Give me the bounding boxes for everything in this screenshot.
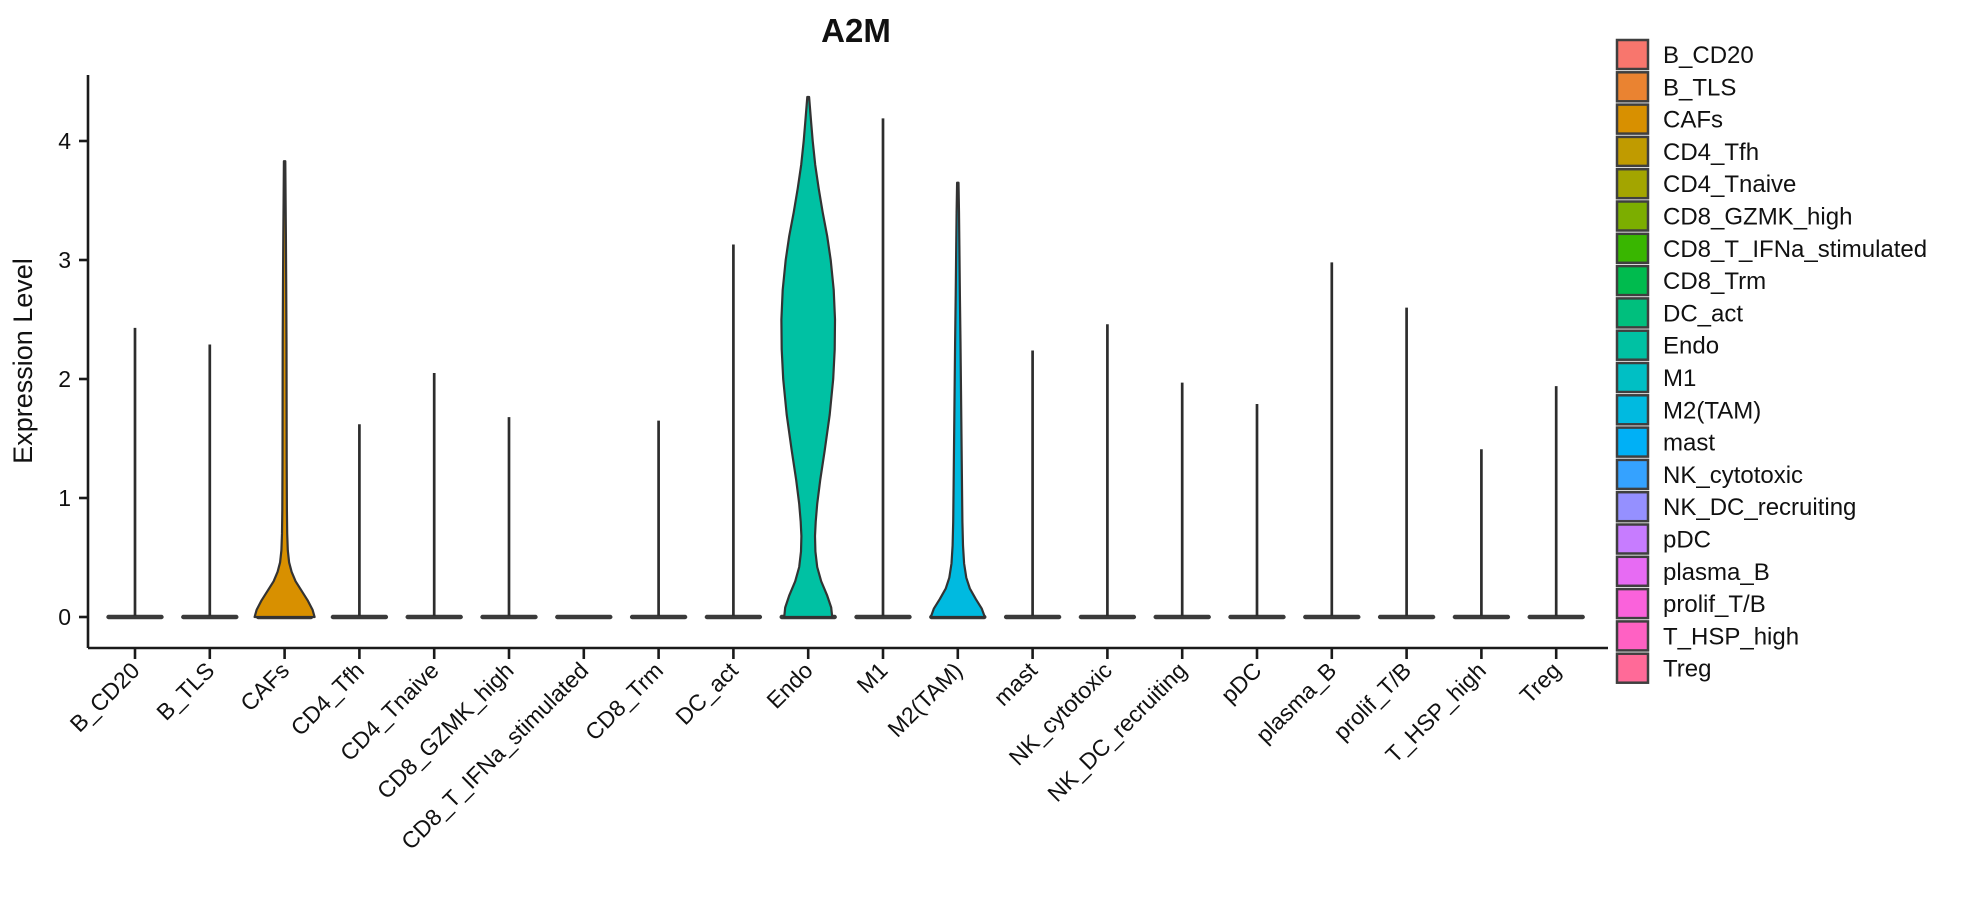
legend-swatch xyxy=(1615,264,1650,297)
x-tick-label: CAFs xyxy=(235,657,294,716)
legend-item: CAFs xyxy=(1615,103,1723,135)
x-tick-label: NK_DC_recruiting xyxy=(1042,657,1191,806)
violin-shape-CAFs xyxy=(253,160,316,619)
violin-shape-Endo xyxy=(780,95,837,619)
legend-label: CAFs xyxy=(1663,107,1723,134)
legend-label: pDC xyxy=(1663,527,1711,554)
violin-shape-M2(TAM) xyxy=(929,181,986,619)
legend-label: prolif_T/B xyxy=(1663,591,1766,618)
x-tick-label: Endo xyxy=(761,657,817,713)
legend-item: M2(TAM) xyxy=(1615,394,1761,426)
legend-item: B_TLS xyxy=(1615,71,1736,103)
legend-label: M2(TAM) xyxy=(1663,397,1761,424)
legend-label: DC_act xyxy=(1663,300,1743,327)
legend-swatch xyxy=(1615,200,1650,232)
legend-swatch xyxy=(1615,523,1650,555)
y-tick-label: 0 xyxy=(58,604,71,630)
legend-item: T_HSP_high xyxy=(1615,620,1799,652)
legend-item: prolif_T/B xyxy=(1615,587,1766,620)
legend-swatch xyxy=(1615,490,1650,523)
legend-swatch xyxy=(1615,361,1650,394)
legend-label: Endo xyxy=(1663,333,1719,360)
x-tick-label: mast xyxy=(989,657,1043,711)
legend-label: plasma_B xyxy=(1663,559,1770,586)
legend: B_CD20 B_TLS CAFs CD4_Tfh CD4_Tnaive CD8_GZMK… xyxy=(1615,38,1927,684)
legend-label: CD4_Tfh xyxy=(1663,139,1759,166)
legend-item: Endo xyxy=(1615,329,1719,361)
legend-item: NK_cytotoxic xyxy=(1615,458,1803,491)
legend-label: NK_DC_recruiting xyxy=(1663,494,1856,521)
x-tick-label: M2(TAM) xyxy=(882,657,967,742)
legend-label: B_CD20 xyxy=(1663,42,1754,69)
legend-label: mast xyxy=(1663,430,1715,457)
violins xyxy=(106,95,1585,620)
y-tick-label: 2 xyxy=(58,366,71,392)
legend-swatch xyxy=(1615,426,1650,458)
x-tick-label: B_TLS xyxy=(151,657,219,725)
plot-title: A2M xyxy=(821,12,891,49)
legend-item: DC_act xyxy=(1615,297,1743,329)
legend-item: M1 xyxy=(1615,361,1696,394)
legend-label: M1 xyxy=(1663,365,1696,392)
legend-swatch xyxy=(1615,103,1650,135)
legend-item: plasma_B xyxy=(1615,555,1770,588)
x-tick-label: M1 xyxy=(852,657,893,698)
y-axis-title: Expression Level xyxy=(8,258,38,464)
legend-label: CD8_GZMK_high xyxy=(1663,204,1852,231)
legend-label: CD8_T_IFNa_stimulated xyxy=(1663,236,1927,263)
y-tick-label: 1 xyxy=(58,485,71,511)
legend-swatch xyxy=(1615,652,1650,684)
legend-item: CD4_Tnaive xyxy=(1615,167,1796,200)
legend-item: Treg xyxy=(1615,652,1711,684)
y-tick-label: 4 xyxy=(58,128,71,154)
legend-swatch xyxy=(1615,458,1650,491)
x-tick-label: CD8_GZMK_high xyxy=(372,657,519,804)
legend-item: CD8_T_IFNa_stimulated xyxy=(1615,232,1927,265)
x-tick-label: DC_act xyxy=(670,657,743,730)
legend-item: mast xyxy=(1615,426,1715,458)
legend-item: CD8_GZMK_high xyxy=(1615,200,1852,232)
legend-swatch xyxy=(1615,167,1650,200)
legend-swatch xyxy=(1615,329,1650,361)
legend-label: CD8_Trm xyxy=(1663,268,1766,295)
legend-swatch xyxy=(1615,38,1650,71)
legend-swatch xyxy=(1615,620,1650,652)
legend-swatch xyxy=(1615,555,1650,588)
legend-label: T_HSP_high xyxy=(1663,623,1799,650)
legend-swatch xyxy=(1615,297,1650,329)
legend-swatch xyxy=(1615,135,1650,168)
x-tick-label: pDC xyxy=(1216,657,1267,708)
legend-item: CD8_Trm xyxy=(1615,264,1766,297)
legend-label: B_TLS xyxy=(1663,74,1736,101)
legend-item: CD4_Tfh xyxy=(1615,135,1759,168)
legend-swatch xyxy=(1615,71,1650,103)
legend-swatch xyxy=(1615,394,1650,426)
legend-label: Treg xyxy=(1663,656,1711,683)
legend-label: CD4_Tnaive xyxy=(1663,171,1796,198)
legend-swatch xyxy=(1615,587,1650,620)
y-tick-label: 3 xyxy=(58,247,71,273)
legend-item: NK_DC_recruiting xyxy=(1615,490,1856,523)
legend-label: NK_cytotoxic xyxy=(1663,462,1803,489)
x-tick-label: Treg xyxy=(1515,657,1566,708)
legend-item: B_CD20 xyxy=(1615,38,1754,71)
x-tick-label: plasma_B xyxy=(1251,657,1342,748)
legend-item: pDC xyxy=(1615,523,1711,555)
legend-swatch xyxy=(1615,232,1650,265)
x-tick-label: B_CD20 xyxy=(65,657,145,737)
x-tick-label: CD8_Trm xyxy=(580,657,668,745)
